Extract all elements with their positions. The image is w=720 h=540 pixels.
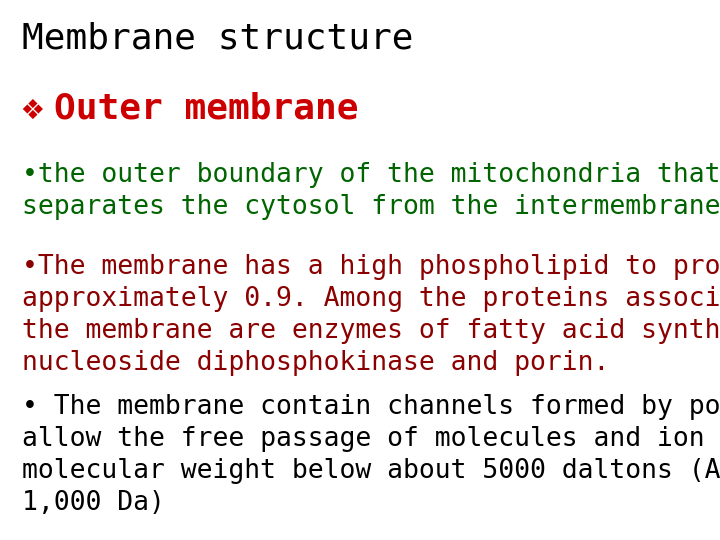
- Text: Outer membrane: Outer membrane: [54, 92, 359, 126]
- Text: •The membrane has a high phospholipid to protein ratio,
approximately 0.9. Among: •The membrane has a high phospholipid to…: [22, 254, 720, 376]
- Text: Membrane structure: Membrane structure: [22, 22, 413, 56]
- Text: • The membrane contain channels formed by porin which
allow the free passage of : • The membrane contain channels formed b…: [22, 394, 720, 516]
- Text: ❖: ❖: [22, 92, 43, 126]
- Text: •the outer boundary of the mitochondria that
separates the cytosol from the inte: •the outer boundary of the mitochondria …: [22, 162, 720, 220]
